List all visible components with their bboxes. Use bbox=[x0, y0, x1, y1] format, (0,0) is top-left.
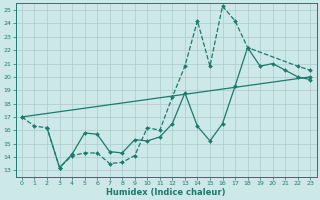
X-axis label: Humidex (Indice chaleur): Humidex (Indice chaleur) bbox=[106, 188, 226, 197]
